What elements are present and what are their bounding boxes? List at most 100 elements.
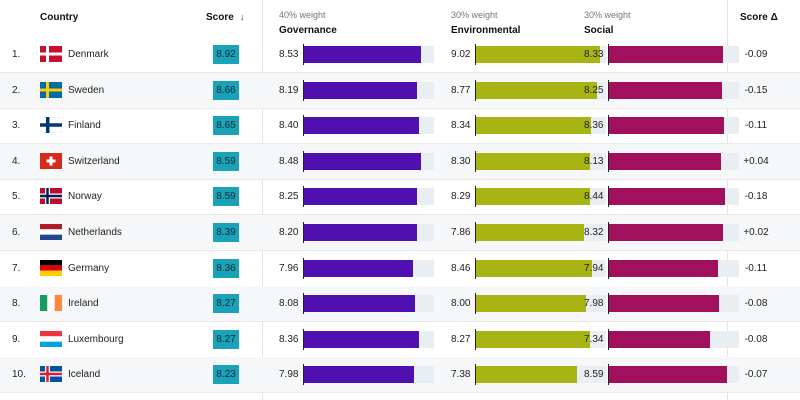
social-bar[interactable]: [608, 295, 719, 313]
environmental-bar[interactable]: [475, 330, 590, 348]
environmental-bar[interactable]: [475, 81, 597, 99]
environmental-bar-track: [475, 79, 606, 101]
norway-flag-icon: [40, 188, 62, 205]
social-bar[interactable]: [608, 366, 727, 384]
governance-bar-track: [303, 44, 434, 65]
score-badge: 8.92: [213, 45, 239, 64]
governance-bar[interactable]: [303, 224, 417, 241]
table-row[interactable]: 8. Ireland 8.27 8.08 8.00 7.98 -0.08: [0, 286, 800, 323]
social-value: 7.98: [584, 298, 604, 310]
governance-bar-track: [303, 115, 434, 137]
country-name[interactable]: Netherlands: [68, 227, 122, 238]
environmental-bar[interactable]: [475, 117, 591, 135]
country-name[interactable]: Finland: [68, 120, 101, 132]
governance-bar[interactable]: [303, 188, 418, 206]
table-row[interactable]: 9. Luxembourg 8.27 8.36 8.27 7.34 -0.08: [0, 322, 800, 358]
environmental-bar[interactable]: [475, 152, 590, 170]
governance-bar-track: [303, 328, 434, 350]
rank-label: 9.: [12, 333, 21, 345]
governance-bar[interactable]: [303, 117, 420, 135]
country-name[interactable]: Iceland: [68, 369, 101, 381]
environmental-bar[interactable]: [475, 366, 578, 384]
governance-bar-track: [303, 222, 434, 243]
country-name[interactable]: Sweden: [68, 84, 105, 96]
table-row[interactable]: 5. Norway 8.59 8.25 8.29 8.44 -0.18: [0, 179, 800, 216]
country-name[interactable]: Denmark: [68, 49, 109, 60]
environmental-bar-track: [475, 293, 606, 315]
bar-baseline: [608, 364, 609, 386]
governance-bar[interactable]: [303, 366, 414, 384]
governance-bar[interactable]: [303, 295, 415, 313]
bar-baseline: [303, 186, 304, 208]
governance-value: 8.20: [279, 227, 299, 238]
bar-baseline: [475, 186, 476, 208]
score-delta-column-header[interactable]: Score Δ: [740, 12, 778, 23]
social-bar[interactable]: [608, 81, 723, 99]
country-name[interactable]: Norway: [68, 191, 102, 203]
social-bar[interactable]: [608, 46, 724, 63]
environmental-bar[interactable]: [475, 188, 590, 206]
rank-label: 8.: [12, 298, 21, 310]
table-row[interactable]: 6. Netherlands 8.39 8.20 7.86 8.32 +0.02: [0, 215, 800, 251]
governance-bar[interactable]: [303, 259, 414, 277]
rank-label: 3.: [12, 120, 21, 132]
environmental-bar[interactable]: [475, 295, 586, 313]
score-delta: -0.11: [744, 120, 768, 132]
social-bar-track: [608, 115, 739, 137]
social-bar[interactable]: [608, 152, 721, 170]
score-delta: -0.07: [744, 369, 768, 381]
environmental-bar[interactable]: [475, 224, 584, 241]
social-value: 8.36: [584, 120, 604, 132]
country-name[interactable]: Germany: [68, 262, 110, 274]
country-name[interactable]: Switzerland: [68, 155, 120, 167]
country-column-header[interactable]: Country: [40, 12, 79, 23]
governance-value: 8.25: [279, 191, 299, 203]
environmental-column-header[interactable]: Environmental: [451, 25, 521, 36]
governance-bar[interactable]: [303, 152, 421, 170]
social-bar-track: [608, 364, 739, 386]
social-bar[interactable]: [608, 117, 724, 135]
score-delta: +0.04: [743, 155, 769, 167]
country-name[interactable]: Ireland: [68, 298, 99, 310]
social-bar[interactable]: [608, 224, 724, 241]
germany-flag-icon: [40, 259, 62, 276]
bar-baseline: [475, 328, 476, 350]
governance-bar[interactable]: [303, 330, 419, 348]
governance-column-header[interactable]: Governance: [279, 25, 337, 36]
environmental-bar[interactable]: [475, 46, 600, 63]
luxembourg-flag-icon: [40, 330, 62, 347]
table-row[interactable]: 4. Switzerland 8.59 8.48 8.30 8.13 +0.04: [0, 143, 800, 180]
social-bar[interactable]: [608, 330, 710, 348]
table-row[interactable]: 2. Sweden 8.66 8.19 8.77 8.25 -0.15: [0, 72, 800, 109]
table-row[interactable]: 7. Germany 8.36 7.96 8.46 7.94 -0.11: [0, 251, 800, 287]
bar-baseline: [475, 150, 476, 172]
environmental-bar-track: [475, 186, 606, 208]
bar-baseline: [303, 257, 304, 279]
bar-baseline: [608, 293, 609, 315]
social-bar-track: [608, 257, 739, 279]
table-row[interactable]: 3. Finland 8.65 8.40 8.34 8.36 -0.11: [0, 108, 800, 145]
governance-bar[interactable]: [303, 81, 417, 99]
table-row[interactable]: 1. Denmark 8.92 8.53 9.02 8.33 -0.09: [0, 37, 800, 73]
score-column-header[interactable]: Score ↓: [206, 12, 245, 23]
score-delta: -0.15: [744, 84, 768, 96]
bar-baseline: [475, 364, 476, 386]
switzerland-flag-icon: [40, 152, 62, 169]
table-row[interactable]: 10. Iceland 8.23 7.98 7.38 8.59 -0.07: [0, 357, 800, 394]
bar-baseline: [608, 328, 609, 350]
iceland-flag-icon: [40, 366, 62, 383]
social-bar[interactable]: [608, 259, 718, 277]
score-delta: -0.08: [744, 333, 768, 345]
country-name[interactable]: Luxembourg: [68, 333, 124, 345]
governance-bar-track: [303, 186, 434, 208]
social-value: 8.44: [584, 191, 604, 203]
environmental-bar[interactable]: [475, 259, 593, 277]
bar-baseline: [303, 79, 304, 101]
social-bar[interactable]: [608, 188, 725, 206]
bar-baseline: [475, 115, 476, 137]
governance-bar[interactable]: [303, 46, 422, 63]
social-bar-track: [608, 186, 739, 208]
score-badge: 8.66: [213, 80, 239, 100]
social-column-header[interactable]: Social: [584, 25, 614, 36]
score-delta: -0.08: [744, 298, 768, 310]
